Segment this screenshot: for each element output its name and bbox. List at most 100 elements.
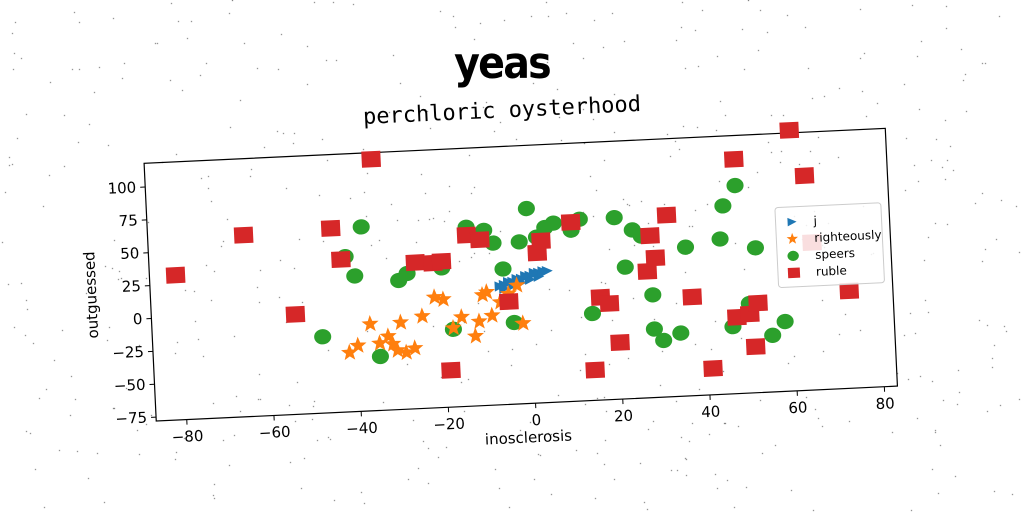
data-point	[672, 325, 690, 341]
data-point	[508, 276, 526, 293]
data-point	[371, 348, 389, 365]
y-tick-label: −75	[115, 409, 147, 428]
x-tick-label: −80	[171, 427, 203, 446]
legend-marker	[787, 267, 801, 279]
data-point	[510, 234, 528, 250]
data-point	[711, 231, 729, 247]
data-point	[431, 252, 452, 270]
data-point	[745, 338, 766, 356]
data-point	[470, 312, 488, 329]
data-point	[746, 240, 764, 256]
y-tick-label: 100	[107, 178, 136, 197]
data-point	[444, 318, 462, 336]
y-tick-label: 25	[121, 277, 141, 296]
legend-entry: speers	[815, 246, 855, 262]
x-tick-label: 80	[875, 394, 895, 413]
data-point	[331, 250, 351, 268]
data-point	[610, 334, 630, 352]
x-tick-label: −20	[433, 415, 465, 434]
data-point	[314, 329, 332, 345]
x-tick-label: 20	[614, 407, 634, 426]
data-point	[165, 266, 186, 284]
data-point	[726, 177, 744, 194]
data-point	[764, 327, 782, 343]
series-ruble	[165, 121, 860, 379]
x-axis: −80 −60 −40 −20 0 20 40 60 80	[171, 386, 895, 446]
data-point	[469, 231, 490, 249]
data-point	[723, 150, 744, 168]
legend-marker	[787, 250, 799, 261]
y-axis: −75 −50 −25 0 25 50 75 100	[107, 178, 157, 428]
data-point	[714, 198, 732, 214]
data-point	[406, 339, 424, 356]
legend-marker	[787, 217, 797, 227]
data-point	[560, 213, 581, 231]
data-point	[413, 307, 431, 324]
x-tick-label: 60	[788, 398, 808, 417]
axes-frame	[143, 127, 899, 422]
data-point	[531, 232, 551, 250]
data-point	[405, 254, 426, 272]
x-axis-label: inosclerosis	[484, 426, 572, 448]
x-tick-label: 0	[531, 411, 541, 429]
data-point	[425, 288, 443, 305]
data-point	[361, 314, 379, 332]
data-point	[352, 219, 370, 235]
x-tick-label: −40	[346, 419, 378, 438]
plot-area	[165, 121, 860, 379]
data-point	[583, 305, 602, 322]
data-point	[645, 321, 663, 337]
y-tick-label: 50	[120, 244, 140, 263]
data-point	[599, 294, 620, 312]
data-point	[502, 277, 514, 288]
data-point	[637, 262, 658, 280]
data-point	[640, 227, 660, 245]
chart-title: perchloric oysterhood	[363, 92, 642, 130]
figure-suptitle: yeas	[454, 38, 552, 89]
data-point	[656, 206, 677, 224]
data-point	[748, 294, 768, 312]
data-point	[645, 249, 666, 267]
x-tick-label: −60	[259, 423, 291, 442]
legend-entry: ruble	[816, 263, 848, 278]
data-point	[466, 327, 484, 344]
data-point	[391, 313, 410, 331]
data-point	[233, 226, 254, 244]
y-tick-label: −25	[112, 343, 144, 362]
data-point	[528, 267, 540, 279]
data-point	[499, 293, 519, 311]
data-point	[517, 200, 535, 217]
data-point	[514, 314, 532, 331]
data-point	[779, 121, 800, 139]
data-point	[483, 306, 501, 324]
data-point	[616, 259, 634, 275]
data-point	[320, 219, 341, 237]
data-point	[388, 341, 407, 358]
data-point	[434, 290, 452, 307]
data-point	[397, 343, 415, 361]
legend-entry: j	[812, 214, 817, 228]
y-axis-label: outguessed	[80, 251, 102, 339]
data-point	[346, 268, 364, 284]
legend-box	[774, 202, 885, 288]
data-point	[655, 332, 673, 349]
data-point	[341, 343, 359, 361]
data-point	[473, 285, 491, 303]
y-tick-label: −50	[113, 376, 145, 395]
data-point	[839, 282, 860, 300]
data-point	[794, 167, 815, 185]
data-point	[676, 239, 695, 255]
y-tick-label: 75	[118, 211, 138, 230]
data-point	[441, 361, 461, 379]
data-point	[537, 267, 549, 278]
data-point	[361, 150, 381, 168]
data-point	[544, 215, 562, 231]
data-point	[776, 313, 794, 330]
x-tick-label: 40	[701, 402, 721, 421]
data-point	[505, 314, 523, 331]
y-tick-label: 0	[132, 310, 142, 328]
data-point	[349, 336, 367, 354]
data-point	[605, 209, 623, 226]
